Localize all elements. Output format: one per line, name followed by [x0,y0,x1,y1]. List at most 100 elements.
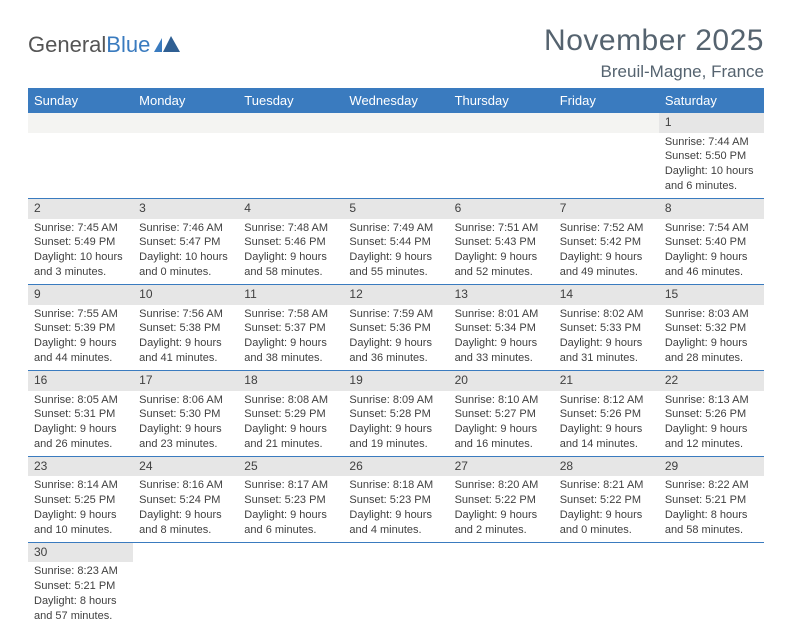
calendar-cell [449,113,554,198]
day-details: Sunrise: 7:44 AMSunset: 5:50 PMDaylight:… [659,133,764,198]
daylight-text-1: Daylight: 9 hours [455,422,548,437]
calendar-cell: 12Sunrise: 7:59 AMSunset: 5:36 PMDayligh… [343,284,448,370]
day-number: 28 [554,457,659,477]
day-number: 9 [28,285,133,305]
sunrise-text: Sunrise: 7:55 AM [34,307,127,322]
weekday-header: Tuesday [238,88,343,113]
daylight-text-1: Daylight: 9 hours [244,336,337,351]
day-details: Sunrise: 7:56 AMSunset: 5:38 PMDaylight:… [133,305,238,370]
daylight-text-2: and 19 minutes. [349,437,442,452]
empty-day-header [449,543,554,563]
daylight-text-2: and 6 minutes. [665,179,758,194]
calendar-cell [449,542,554,627]
calendar-cell: 13Sunrise: 8:01 AMSunset: 5:34 PMDayligh… [449,284,554,370]
empty-day-header [554,543,659,563]
weekday-header: Friday [554,88,659,113]
daylight-text-1: Daylight: 9 hours [349,508,442,523]
daylight-text-1: Daylight: 10 hours [34,250,127,265]
flag-icon [154,32,180,58]
calendar-cell: 14Sunrise: 8:02 AMSunset: 5:33 PMDayligh… [554,284,659,370]
weekday-header-row: Sunday Monday Tuesday Wednesday Thursday… [28,88,764,113]
daylight-text-2: and 0 minutes. [560,523,653,538]
day-details: Sunrise: 8:23 AMSunset: 5:21 PMDaylight:… [28,562,133,627]
empty-day-header [133,543,238,563]
calendar-cell [238,542,343,627]
daylight-text-1: Daylight: 8 hours [665,508,758,523]
daylight-text-1: Daylight: 9 hours [349,250,442,265]
calendar-cell [554,542,659,627]
day-number: 23 [28,457,133,477]
calendar-cell: 11Sunrise: 7:58 AMSunset: 5:37 PMDayligh… [238,284,343,370]
sunrise-text: Sunrise: 8:06 AM [139,393,232,408]
calendar-cell: 3Sunrise: 7:46 AMSunset: 5:47 PMDaylight… [133,198,238,284]
daylight-text-2: and 58 minutes. [244,265,337,280]
sunset-text: Sunset: 5:36 PM [349,321,442,336]
weekday-header: Wednesday [343,88,448,113]
sunrise-text: Sunrise: 8:18 AM [349,478,442,493]
daylight-text-2: and 46 minutes. [665,265,758,280]
sunrise-text: Sunrise: 8:14 AM [34,478,127,493]
daylight-text-1: Daylight: 9 hours [349,422,442,437]
sunset-text: Sunset: 5:23 PM [349,493,442,508]
daylight-text-1: Daylight: 9 hours [665,422,758,437]
day-number: 29 [659,457,764,477]
day-details: Sunrise: 7:59 AMSunset: 5:36 PMDaylight:… [343,305,448,370]
day-number: 20 [449,371,554,391]
day-number: 2 [28,199,133,219]
daylight-text-1: Daylight: 9 hours [139,336,232,351]
day-number: 24 [133,457,238,477]
calendar-cell [659,542,764,627]
daylight-text-2: and 36 minutes. [349,351,442,366]
day-number: 3 [133,199,238,219]
daylight-text-1: Daylight: 9 hours [560,336,653,351]
day-details: Sunrise: 8:03 AMSunset: 5:32 PMDaylight:… [659,305,764,370]
day-details: Sunrise: 8:17 AMSunset: 5:23 PMDaylight:… [238,476,343,541]
location-label: Breuil-Magne, France [544,62,764,82]
sunset-text: Sunset: 5:46 PM [244,235,337,250]
calendar-cell [133,542,238,627]
day-number: 13 [449,285,554,305]
daylight-text-2: and 2 minutes. [455,523,548,538]
sunrise-text: Sunrise: 7:48 AM [244,221,337,236]
calendar-cell: 20Sunrise: 8:10 AMSunset: 5:27 PMDayligh… [449,370,554,456]
sunrise-text: Sunrise: 7:46 AM [139,221,232,236]
day-number: 27 [449,457,554,477]
day-details: Sunrise: 7:48 AMSunset: 5:46 PMDaylight:… [238,219,343,284]
calendar-cell: 5Sunrise: 7:49 AMSunset: 5:44 PMDaylight… [343,198,448,284]
day-number: 17 [133,371,238,391]
calendar-cell: 26Sunrise: 8:18 AMSunset: 5:23 PMDayligh… [343,456,448,542]
daylight-text-2: and 57 minutes. [34,609,127,624]
daylight-text-1: Daylight: 9 hours [34,422,127,437]
sunset-text: Sunset: 5:26 PM [665,407,758,422]
daylight-text-1: Daylight: 10 hours [139,250,232,265]
day-number: 21 [554,371,659,391]
daylight-text-1: Daylight: 9 hours [139,508,232,523]
calendar-row: 1Sunrise: 7:44 AMSunset: 5:50 PMDaylight… [28,113,764,198]
empty-day-header [343,113,448,133]
sunset-text: Sunset: 5:32 PM [665,321,758,336]
sunset-text: Sunset: 5:21 PM [34,579,127,594]
daylight-text-1: Daylight: 9 hours [244,508,337,523]
sunrise-text: Sunrise: 8:05 AM [34,393,127,408]
sunrise-text: Sunrise: 7:54 AM [665,221,758,236]
sunrise-text: Sunrise: 8:10 AM [455,393,548,408]
sunset-text: Sunset: 5:29 PM [244,407,337,422]
daylight-text-2: and 44 minutes. [34,351,127,366]
day-number: 15 [659,285,764,305]
day-details: Sunrise: 8:05 AMSunset: 5:31 PMDaylight:… [28,391,133,456]
day-number: 7 [554,199,659,219]
daylight-text-2: and 41 minutes. [139,351,232,366]
sunset-text: Sunset: 5:50 PM [665,149,758,164]
logo: GeneralBlue [28,24,180,58]
sunset-text: Sunset: 5:43 PM [455,235,548,250]
daylight-text-2: and 55 minutes. [349,265,442,280]
daylight-text-2: and 14 minutes. [560,437,653,452]
daylight-text-2: and 12 minutes. [665,437,758,452]
sunset-text: Sunset: 5:23 PM [244,493,337,508]
sunset-text: Sunset: 5:21 PM [665,493,758,508]
day-details: Sunrise: 8:08 AMSunset: 5:29 PMDaylight:… [238,391,343,456]
calendar-row: 23Sunrise: 8:14 AMSunset: 5:25 PMDayligh… [28,456,764,542]
sunset-text: Sunset: 5:40 PM [665,235,758,250]
day-number: 14 [554,285,659,305]
calendar-cell [343,113,448,198]
